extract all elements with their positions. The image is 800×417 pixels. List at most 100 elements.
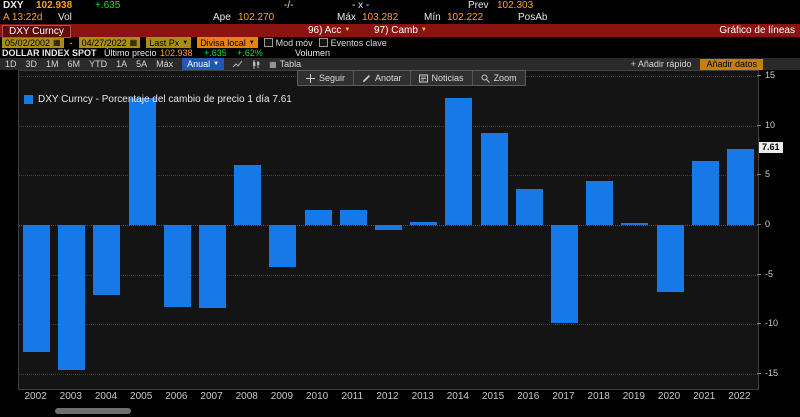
- bar-2018[interactable]: [586, 181, 614, 226]
- bar-2013[interactable]: [410, 222, 438, 226]
- y-tick-mark: [757, 74, 761, 76]
- y-tick-mark: [757, 323, 761, 325]
- key-events-checkbox[interactable]: Eventos clave: [318, 38, 387, 48]
- gridline-10: [19, 125, 758, 127]
- news-label: Noticias: [431, 73, 464, 83]
- line-chart-icon[interactable]: [233, 60, 243, 69]
- calendar-icon: ▦: [129, 38, 138, 47]
- screen-title: Gráfico de líneas: [719, 25, 795, 36]
- high-label: Máx: [337, 12, 356, 23]
- x-axis-label: 2020: [657, 391, 681, 402]
- bar-2008[interactable]: [234, 165, 262, 226]
- open-label: Ape: [213, 12, 231, 23]
- x-axis-label: 2015: [481, 391, 505, 402]
- table-icon: ▦: [269, 59, 277, 69]
- chart-scrollbar[interactable]: [55, 408, 131, 414]
- y-axis-label: -10: [765, 318, 779, 329]
- checkbox-icon: [263, 38, 273, 47]
- chevron-down-icon: ▼: [248, 39, 255, 46]
- change-value: +.635: [204, 48, 227, 58]
- prev-value: 102.303: [497, 0, 534, 11]
- interval-dropdown[interactable]: Anual ▼: [182, 58, 225, 70]
- price-source-value: Last Px: [149, 37, 180, 48]
- bar-2003[interactable]: [58, 225, 86, 371]
- tab-1a[interactable]: 1A: [116, 59, 128, 69]
- y-tick-mark: [757, 373, 761, 375]
- annotate-label: Anotar: [375, 73, 402, 83]
- tab-6m[interactable]: 6M: [67, 59, 81, 69]
- chart-region: 15 10 5 0 -5 -10 -15 7.61 2002 2003 2004 2005 2006 2…: [0, 70, 800, 417]
- vol-label: Vol: [58, 12, 72, 23]
- date-to-input[interactable]: 04/27/2022 ▦: [78, 37, 141, 48]
- table-view-button[interactable]: ▦ Tabla: [269, 59, 301, 69]
- bar-2009[interactable]: [269, 225, 297, 267]
- chevron-down-icon: ▼: [420, 27, 427, 33]
- x-axis-label: 2008: [235, 391, 258, 402]
- bar-2004[interactable]: [93, 225, 121, 295]
- security-input-value: DXY Curncy: [9, 26, 64, 37]
- zoom-label: Zoom: [493, 73, 517, 83]
- price-source-dropdown[interactable]: Last Px ▼: [146, 37, 192, 48]
- x-axis-label: 2016: [517, 391, 540, 402]
- tab-ytd[interactable]: YTD: [89, 59, 108, 69]
- security-input[interactable]: DXY Curncy: [2, 25, 71, 38]
- chevron-down-icon: ▼: [344, 27, 351, 33]
- bar-2007[interactable]: [199, 225, 227, 308]
- gridline--5: [19, 274, 758, 276]
- candle-chart-icon[interactable]: [252, 59, 260, 69]
- calendar-icon: ▦: [53, 38, 61, 47]
- menu-acciones[interactable]: 96) Acc ▼: [308, 24, 350, 37]
- plot-area: [18, 70, 759, 390]
- date-range-separator: -: [69, 37, 73, 48]
- bar-2010[interactable]: [304, 210, 332, 226]
- table-view-label: Tabla: [279, 59, 302, 69]
- quote-time: A 13:22d: [3, 12, 43, 23]
- x-axis-label: 2004: [94, 391, 118, 402]
- open-value: 102.270: [238, 12, 275, 23]
- add-quick-button[interactable]: + Añadir rápido: [630, 59, 692, 69]
- menu-acciones-label: 96) Acc: [308, 25, 342, 36]
- x-axis-label: 2014: [446, 391, 469, 402]
- last-price-marker: 7.61: [759, 142, 783, 154]
- x-axis-label: 2012: [376, 391, 399, 402]
- news-button[interactable]: Noticias: [411, 71, 473, 85]
- tab-1d[interactable]: 1D: [5, 59, 17, 69]
- bar-2005[interactable]: [128, 97, 156, 226]
- zoom-button[interactable]: Zoom: [473, 71, 525, 85]
- add-data-button[interactable]: Añadir datos: [700, 58, 763, 70]
- bar-2022[interactable]: [726, 149, 754, 226]
- bar-2011[interactable]: [339, 210, 367, 226]
- chevron-down-icon: ▼: [182, 39, 189, 46]
- bar-2014[interactable]: [445, 97, 473, 226]
- follow-label: Seguir: [319, 73, 346, 83]
- quote-line: DXY 102.938 +.635 -/- - x - Prev 102.303: [0, 0, 800, 12]
- bar-2012[interactable]: [375, 225, 402, 230]
- chart-legend[interactable]: DXY Curncy - Porcentaje del cambio de pr…: [24, 94, 292, 105]
- tab-3d[interactable]: 3D: [25, 59, 38, 69]
- currency-dropdown[interactable]: Divisa local ▼: [197, 37, 258, 48]
- bar-2019[interactable]: [621, 223, 649, 226]
- moving-average-checkbox[interactable]: Mod móv: [263, 38, 313, 48]
- bar-2021[interactable]: [691, 161, 719, 226]
- bar-2006[interactable]: [163, 225, 191, 307]
- security-info-row: DOLLAR INDEX SPOT Último precio 102.938 …: [0, 48, 800, 58]
- x-axis-label: 2019: [622, 391, 645, 402]
- crosshair-icon: [306, 73, 315, 83]
- bid-ask: -/-: [284, 0, 294, 11]
- annotate-button[interactable]: Anotar: [354, 71, 411, 85]
- tab-5a[interactable]: 5A: [136, 59, 148, 69]
- follow-button[interactable]: Seguir: [298, 71, 355, 85]
- date-to-value: 04/27/2022: [81, 37, 127, 48]
- bar-2015[interactable]: [480, 132, 508, 226]
- bar-2020[interactable]: [656, 225, 684, 292]
- date-from-input[interactable]: 05/02/2002 ▦: [2, 37, 64, 48]
- tab-max[interactable]: Máx: [156, 59, 174, 69]
- bar-2017[interactable]: [550, 225, 578, 324]
- bar-2002[interactable]: [23, 225, 51, 353]
- tab-1m[interactable]: 1M: [46, 59, 59, 69]
- gridline--10: [19, 324, 758, 326]
- bar-2016[interactable]: [515, 189, 543, 226]
- menu-cambios[interactable]: 97) Camb ▼: [374, 24, 427, 37]
- x-axis-label: 2021: [693, 391, 716, 402]
